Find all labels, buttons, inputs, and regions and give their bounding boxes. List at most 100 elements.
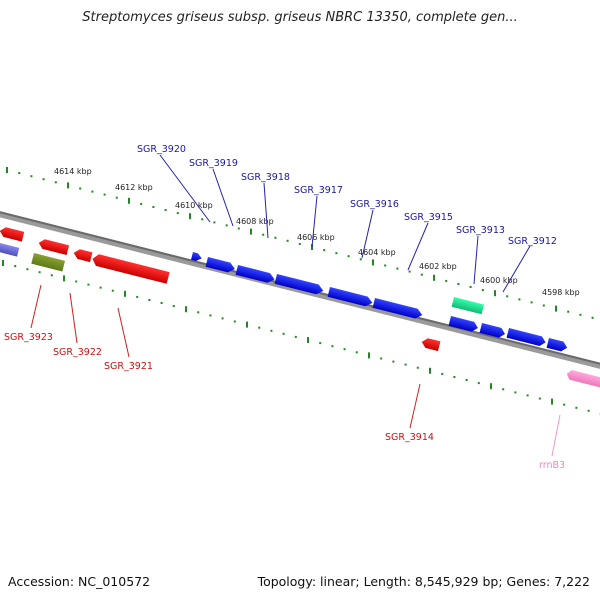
scale-labels: 4614 kbp 4612 kbp 4610 kbp 4608 kbp 4606… [54,167,580,297]
tick-mark [91,190,94,193]
reverse-label-leaders [30,284,421,429]
tick-mark [567,310,570,313]
tick-mark [250,228,252,235]
tick-mark [221,317,224,320]
tick-mark [465,379,468,381]
gene-box-olive[interactable] [31,253,66,272]
gene-label[interactable]: SGR_3922 [53,347,102,358]
gene-arrow-sgr3916[interactable] [327,287,374,308]
tick-mark [416,366,419,369]
tick-mark [274,236,277,239]
tick-mark [140,202,143,205]
gene-label[interactable]: SGR_3917 [294,185,343,196]
tick-mark [124,290,126,297]
tick-mark [237,227,240,230]
gene-label[interactable]: SGR_3923 [4,332,53,343]
tick-mark [136,295,139,298]
tick-mark [63,275,65,282]
gene-label[interactable]: SGR_3915 [404,212,453,223]
tick-mark [152,206,155,208]
tick-mark [420,273,423,276]
tick-mark [148,299,151,301]
tick-mark [258,326,261,329]
gene-arrow-sgr3912a[interactable] [479,323,507,339]
tick-mark [530,301,533,304]
tick-mark [26,268,29,271]
gene-arrow-sgr3918[interactable] [235,265,276,284]
scale-label: 4598 kbp [542,288,580,297]
tick-mark [518,298,521,301]
rrna-label[interactable]: rrnB3 [539,460,565,471]
gene-arrow-sgr3913[interactable] [448,316,480,333]
tick-mark [368,352,370,359]
tick-mark [408,270,411,273]
gene-arrow-sgr3923[interactable] [38,238,70,256]
tick-mark [172,305,175,308]
tick-mark [457,283,460,285]
gene-arrow-sgr3921[interactable] [91,253,170,284]
gene-arrow-sgr3917[interactable] [274,274,325,296]
tick-mark [343,348,346,351]
gene-label[interactable]: SGR_3913 [456,225,505,236]
tick-mark [469,286,472,288]
tick-mark [67,182,69,189]
gene-label[interactable]: SGR_3914 [385,432,434,443]
gene-arrow-sgr3912b[interactable] [506,328,547,347]
tick-mark [506,295,509,298]
tick-mark [477,382,480,385]
gene-label[interactable]: SGR_3921 [104,361,153,372]
tick-mark [294,335,297,338]
tick-mark [79,187,82,190]
tick-mark [384,264,387,267]
rrna-arrow-rrnb3[interactable] [566,369,600,389]
tick-mark [270,329,273,332]
scale-label: 4608 kbp [236,217,274,226]
tick-mark [542,304,545,307]
tick-mark [404,363,407,366]
gene-box-purple[interactable] [0,242,20,257]
tick-mark [319,342,322,345]
reverse-gene-labels: SGR_3923 SGR_3922 SGR_3921 SGR_3914 rrnB… [4,332,565,471]
accession-text: Accession: NC_010572 [8,574,151,589]
tick-mark [160,302,163,304]
tick-mark [579,313,582,316]
tick-mark [331,345,334,348]
gene-box-green[interactable] [451,297,485,315]
tick-mark [14,265,17,268]
tick-mark [514,391,517,394]
gene-arrow-sgr3922[interactable] [73,248,93,263]
gene-arrow-sgr3914[interactable] [421,337,441,352]
gene-label[interactable]: SGR_3912 [508,236,557,247]
tick-mark [286,239,289,242]
scale-label: 4614 kbp [54,167,92,176]
tick-mark [555,305,557,312]
tick-mark [433,274,435,281]
tick-mark [538,397,541,400]
gene-label[interactable]: SGR_3919 [189,158,238,169]
tick-mark [225,224,228,227]
forward-label-leaders [159,154,531,293]
gene-arrow-sgr3920[interactable] [191,252,203,262]
gene-arrow-sgr3915[interactable] [372,298,424,320]
tick-mark [189,213,191,220]
gene-arrow-sgr3911[interactable] [546,338,569,353]
rrna-label-leader [551,414,561,457]
tick-mark [392,360,395,363]
tick-mark [115,196,118,199]
tick-mark [128,197,130,204]
tick-mark [99,286,102,289]
tick-mark [103,193,106,196]
scale-label: 4606 kbp [297,233,335,242]
gene-arrow-left-edge[interactable] [0,226,25,242]
gene-label[interactable]: SGR_3920 [137,144,186,155]
tick-mark [429,367,431,374]
gene-label[interactable]: SGR_3918 [241,172,290,183]
gene-arrow-sgr3919[interactable] [205,257,237,274]
tick-mark [526,394,529,397]
tick-mark [213,221,216,224]
tick-mark [396,267,399,270]
reverse-strand-genes [0,226,600,389]
scale-label: 4612 kbp [115,183,153,192]
gene-label[interactable]: SGR_3916 [350,199,399,210]
